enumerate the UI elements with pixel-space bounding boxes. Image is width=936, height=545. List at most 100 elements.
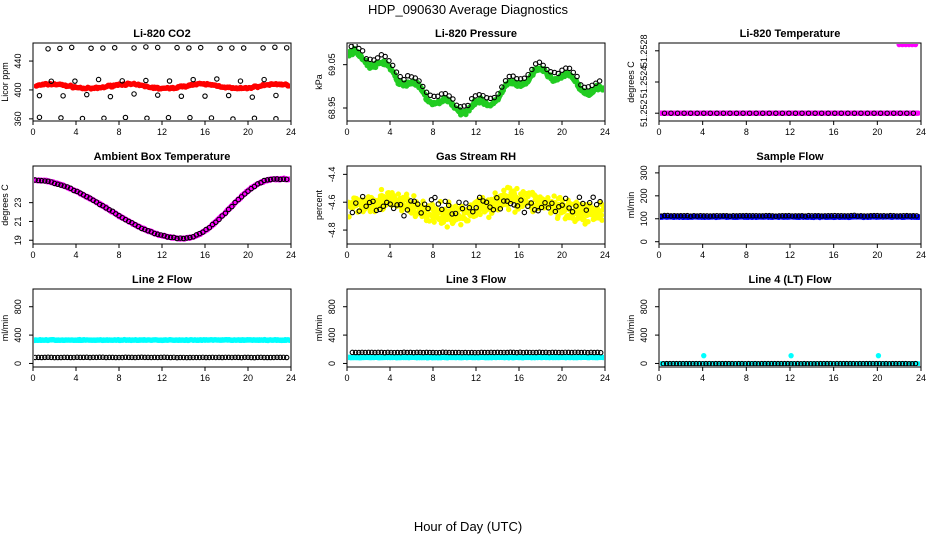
point <box>661 212 668 219</box>
point <box>691 212 697 219</box>
point <box>462 349 468 356</box>
point <box>782 213 789 219</box>
point <box>600 354 604 361</box>
point <box>701 110 707 116</box>
point <box>131 45 137 51</box>
point <box>863 360 870 366</box>
point <box>411 193 417 199</box>
x-tick-label: 0 <box>656 250 661 260</box>
point <box>206 354 213 361</box>
point <box>84 354 90 361</box>
point <box>217 45 223 51</box>
point <box>566 65 573 72</box>
point <box>497 349 504 356</box>
point <box>365 349 372 356</box>
point <box>910 110 917 116</box>
y-axis-label: Licor ppm <box>0 62 10 102</box>
x-tick-label: 16 <box>200 250 210 260</box>
point <box>174 354 180 361</box>
point <box>232 354 238 361</box>
point <box>84 91 90 98</box>
point <box>910 212 917 219</box>
point <box>272 44 278 51</box>
x-tick-label: 8 <box>430 127 435 137</box>
point <box>196 354 203 361</box>
point <box>544 66 550 73</box>
x-tick-label: 4 <box>700 127 705 137</box>
point <box>834 360 840 366</box>
point <box>837 360 843 366</box>
point <box>729 360 735 366</box>
point <box>913 213 920 219</box>
x-tick-label: 20 <box>872 127 882 137</box>
point <box>890 110 897 116</box>
panel-8: Line 3 Flow ml/min 0 4 8 12 16 20 24 0 400 800 <box>314 274 610 383</box>
point <box>100 45 106 51</box>
point <box>145 354 151 361</box>
point <box>167 354 174 361</box>
point <box>449 349 456 356</box>
point <box>707 213 714 219</box>
point <box>660 213 664 219</box>
point <box>143 77 149 84</box>
point <box>251 354 258 361</box>
point <box>805 110 812 116</box>
point <box>397 349 404 356</box>
x-tick-label: 16 <box>514 127 524 137</box>
point <box>229 45 235 51</box>
point <box>881 213 887 219</box>
point <box>871 110 877 116</box>
point <box>781 360 788 366</box>
point <box>912 360 919 366</box>
point <box>190 76 196 83</box>
point <box>242 354 248 361</box>
point <box>696 360 703 366</box>
point <box>261 354 267 361</box>
point <box>562 195 569 202</box>
point <box>563 65 569 71</box>
point <box>107 93 114 100</box>
point <box>481 349 488 356</box>
point <box>148 354 155 361</box>
point <box>792 110 799 116</box>
point <box>394 349 401 356</box>
x-tick-label: 12 <box>157 373 167 383</box>
point <box>438 91 445 97</box>
point <box>416 78 422 84</box>
point <box>580 200 586 207</box>
point <box>459 205 466 212</box>
point <box>154 92 161 98</box>
point <box>171 234 177 241</box>
point <box>789 213 795 219</box>
point <box>897 213 904 219</box>
point <box>854 213 861 219</box>
point <box>271 176 277 182</box>
point <box>894 213 900 219</box>
point <box>668 110 674 116</box>
point <box>411 198 418 205</box>
point <box>771 360 778 366</box>
point <box>90 354 96 361</box>
plot-frame <box>658 42 922 122</box>
point <box>158 232 164 238</box>
point <box>206 224 213 231</box>
point <box>701 352 707 359</box>
point <box>463 200 469 206</box>
point <box>680 360 686 366</box>
point <box>109 354 116 361</box>
x-tick-label: 16 <box>200 127 210 137</box>
point <box>101 115 107 120</box>
point <box>818 213 825 219</box>
y-axis-label: kPa <box>314 74 324 90</box>
point <box>193 232 200 238</box>
point <box>36 92 43 99</box>
point <box>267 354 274 361</box>
point <box>847 360 853 366</box>
point <box>375 349 381 356</box>
y-axis-label: degrees C <box>626 61 636 103</box>
point <box>543 349 549 356</box>
point <box>381 349 388 356</box>
point <box>382 53 388 60</box>
point <box>164 354 171 361</box>
y-tick-label: 400 <box>13 82 23 97</box>
